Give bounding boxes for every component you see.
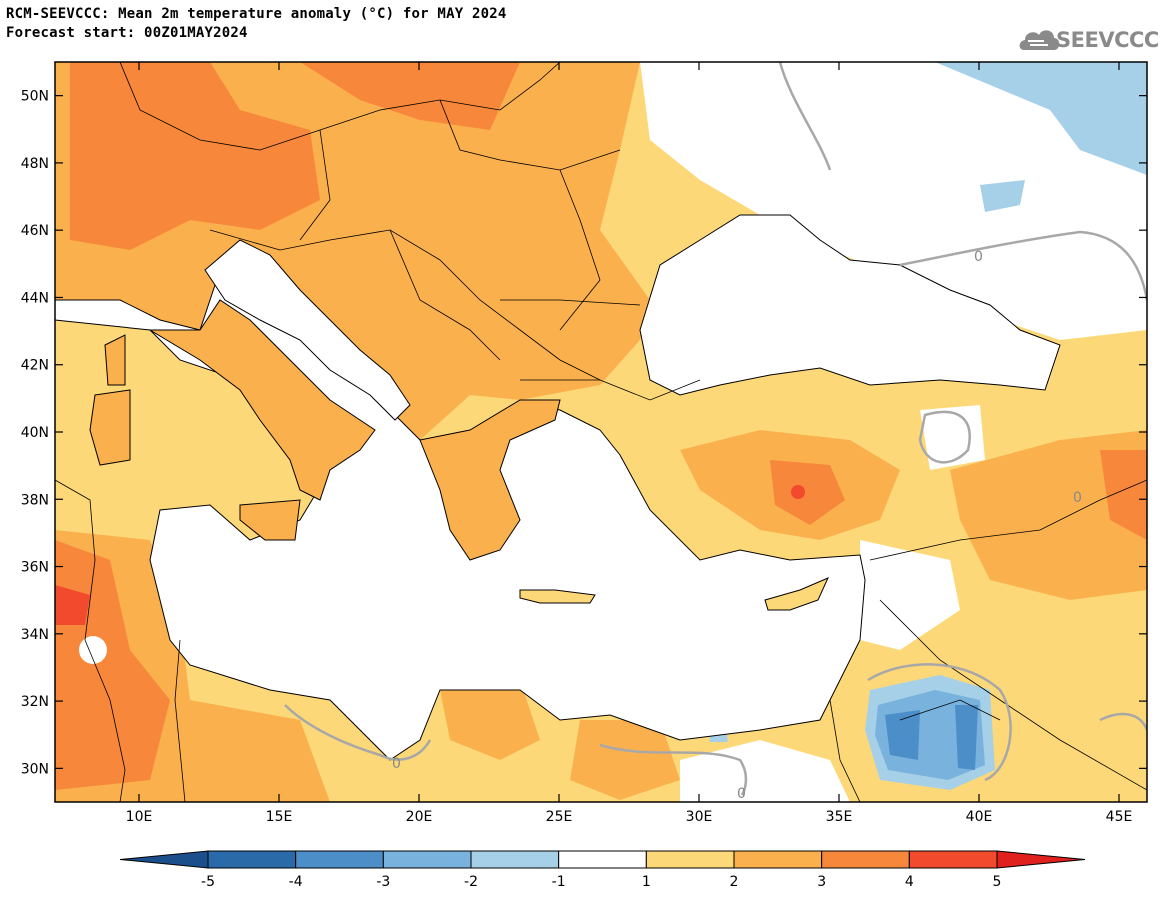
neutral-region: [920, 405, 985, 470]
colorbar: -5 -4 -3 -2 -1 1 2 3 4 5: [119, 850, 1086, 890]
colorbar-swatch: [470, 850, 560, 869]
anomaly-field: 0 0 0 0: [55, 62, 1147, 802]
anomaly-band-3-4: [770, 460, 845, 525]
cloud-icon: [1019, 30, 1060, 50]
contour-label: 0: [1073, 490, 1082, 506]
negative-band-3-4: [955, 705, 978, 770]
negative-band-1-2: [935, 62, 1147, 175]
sicily: [239, 499, 301, 541]
lat-label: 46N: [21, 223, 49, 239]
colorbar-label: -2: [464, 874, 478, 890]
anomaly-band-2-3: [950, 430, 1147, 600]
forecast-start-label: Forecast start: 00Z01MAY2024: [6, 25, 248, 41]
negative-band-1-2: [980, 180, 1025, 212]
neutral-region: [640, 62, 1147, 340]
zero-contours: [284, 62, 1147, 796]
logo-text: SEEVCCC: [1056, 28, 1159, 52]
colorbar-swatch: [558, 850, 647, 869]
neutral-region: [860, 540, 960, 650]
lon-label: 45E: [1106, 809, 1133, 825]
lat-label: 38N: [21, 492, 49, 508]
anomaly-band-3-4: [70, 62, 320, 250]
contour-label: 0: [392, 756, 401, 772]
colorbar-swatch: [821, 850, 910, 869]
map-title: RCM-SEEVCCC: Mean 2m temperature anomaly…: [6, 6, 507, 22]
colorbar-label: -4: [289, 874, 303, 890]
anomaly-band-3-4: [1100, 450, 1147, 540]
colorbar-label: 5: [993, 874, 1002, 890]
lat-label: 42N: [21, 358, 49, 374]
colorbar-swatch: [645, 850, 735, 869]
contour-label: 0: [974, 249, 983, 265]
cyprus: [764, 577, 829, 611]
sardinia: [89, 389, 131, 466]
country-borders: [55, 62, 1147, 802]
lon-label: 30E: [686, 809, 713, 825]
colorbar-label: 3: [817, 874, 826, 890]
colorbar-swatch: [295, 850, 384, 869]
colorbar-label: -5: [201, 874, 215, 890]
corsica: [104, 334, 126, 386]
adriatic-sea: [204, 239, 411, 421]
lon-label: 25E: [546, 809, 573, 825]
lat-label: 30N: [21, 761, 49, 777]
latitude-axis: 50N 48N 46N 44N 42N 40N 38N 36N 34N 32N 30N: [21, 89, 1147, 777]
colorbar-swatch: [733, 850, 823, 869]
black-sea: [639, 214, 1061, 396]
colorbar-extend-high: [996, 850, 1086, 869]
lon-label: 10E: [126, 809, 153, 825]
longitude-axis: 10E 15E 20E 25E 30E 35E 40E 45E: [126, 62, 1133, 825]
colorbar-label: -1: [552, 874, 566, 890]
lat-label: 44N: [21, 290, 49, 306]
colorbar-swatch: [382, 850, 472, 869]
greece: [419, 399, 561, 561]
colorbar-label: -3: [376, 874, 390, 890]
colorbar-swatch: [207, 850, 297, 869]
anomaly-band-3-4: [300, 62, 520, 130]
lat-label: 36N: [21, 560, 49, 576]
contour-labels: 0 0 0 0: [392, 249, 1082, 802]
anomaly-band-4-5: [791, 485, 805, 499]
colorbar-label: 4: [905, 874, 914, 890]
lat-label: 48N: [21, 156, 49, 172]
colorbar-label: 2: [730, 874, 739, 890]
lat-label: 50N: [21, 89, 49, 105]
anomaly-band-4-5: [55, 585, 90, 625]
lon-label: 35E: [826, 809, 853, 825]
colorbar-extend-low: [119, 850, 209, 869]
colorbar-label: 1: [642, 874, 651, 890]
lon-label: 20E: [406, 809, 433, 825]
anomaly-band-2-3: [570, 720, 680, 800]
colorbar-swatch: [908, 850, 998, 869]
lat-label: 34N: [21, 627, 49, 643]
contour-label: 0: [737, 786, 746, 802]
lon-label: 15E: [266, 809, 293, 825]
anomaly-band-2-3: [440, 680, 540, 760]
italy: [148, 299, 376, 501]
lon-label: 40E: [966, 809, 993, 825]
crete: [519, 589, 596, 604]
lat-label: 40N: [21, 425, 49, 441]
lat-label: 32N: [21, 694, 49, 710]
negative-band-3-4: [885, 710, 920, 760]
